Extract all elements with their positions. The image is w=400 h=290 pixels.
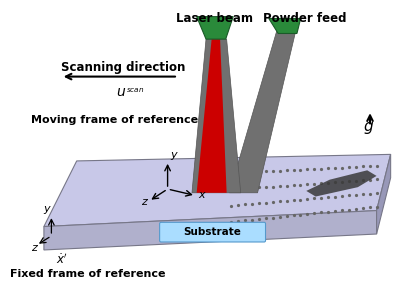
Text: $z$: $z$: [141, 197, 150, 207]
Text: $z$: $z$: [31, 243, 39, 253]
Polygon shape: [269, 19, 301, 33]
Text: Fixed frame of reference: Fixed frame of reference: [10, 269, 166, 279]
Polygon shape: [376, 154, 391, 234]
Text: $x$: $x$: [198, 191, 206, 200]
Polygon shape: [192, 39, 241, 193]
Polygon shape: [197, 39, 227, 193]
Text: $u$: $u$: [116, 85, 126, 99]
Polygon shape: [197, 17, 233, 39]
Text: Scanning direction: Scanning direction: [61, 61, 186, 74]
Text: $\.x'$: $\.x'$: [56, 253, 68, 267]
Polygon shape: [230, 26, 297, 193]
Polygon shape: [306, 170, 376, 197]
Polygon shape: [44, 154, 391, 226]
Text: $g$: $g$: [362, 120, 374, 136]
Text: Substrate: Substrate: [184, 227, 242, 237]
Text: $y$: $y$: [43, 204, 52, 216]
Text: Laser beam: Laser beam: [176, 12, 253, 25]
Polygon shape: [44, 211, 376, 250]
Text: $_{scan}$: $_{scan}$: [126, 85, 145, 95]
Text: Moving frame of reference: Moving frame of reference: [31, 115, 198, 125]
Text: Powder feed: Powder feed: [263, 12, 346, 25]
FancyBboxPatch shape: [160, 222, 266, 242]
Text: $y$: $y$: [170, 150, 179, 162]
